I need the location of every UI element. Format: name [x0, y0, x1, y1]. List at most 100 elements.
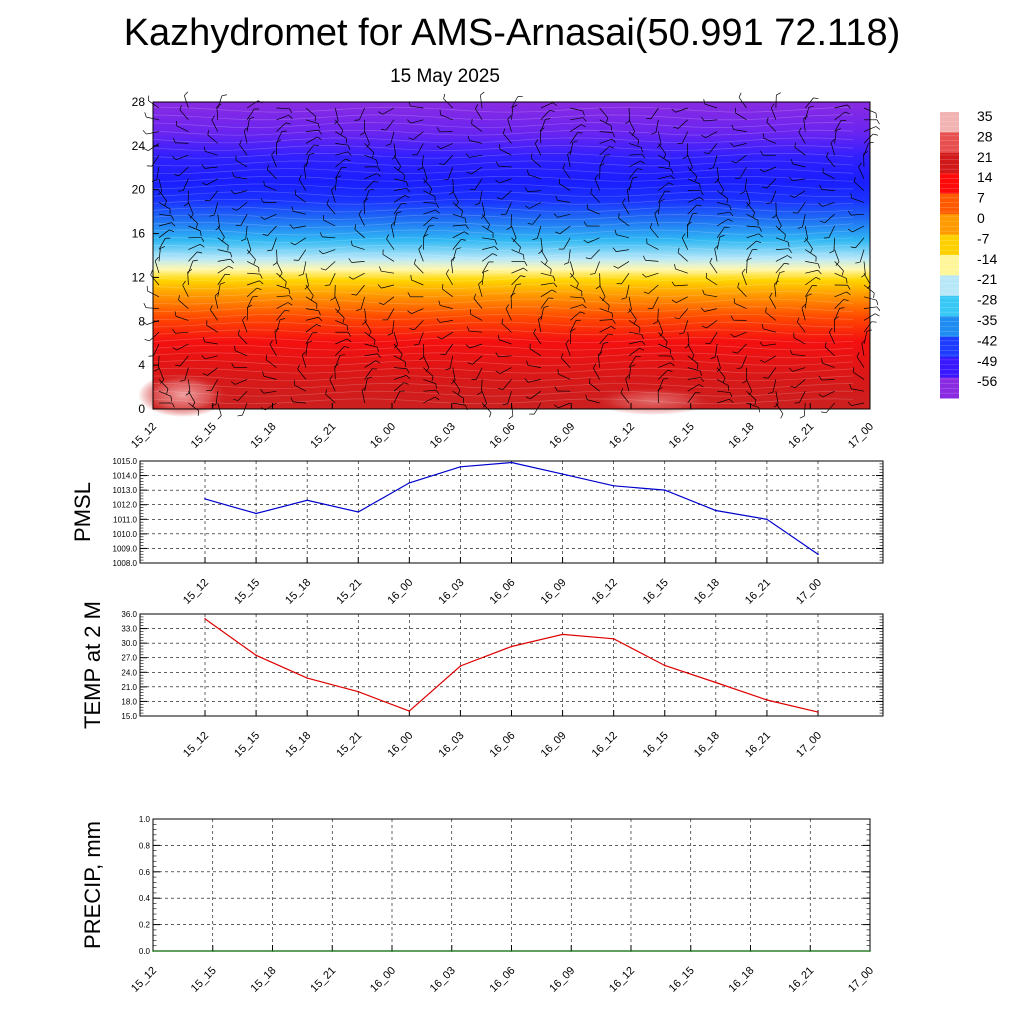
colorbar-swatch [940, 214, 959, 236]
wind-barb-feather [730, 315, 734, 321]
wind-barb-feather [846, 291, 851, 296]
wind-barb-feather [192, 402, 196, 407]
wind-barb [334, 167, 342, 179]
wind-barb-feather [201, 164, 206, 169]
wind-barb [821, 189, 835, 191]
wind-barb [481, 272, 485, 286]
isotherm-line [152, 329, 854, 336]
wind-barb-feather [438, 163, 444, 166]
wind-barb [540, 119, 546, 132]
isotherm-line [152, 198, 854, 205]
wind-barb [382, 254, 395, 262]
wind-barb-feather [701, 134, 706, 138]
wind-barb-feather [523, 267, 528, 272]
isotherm-line [152, 298, 854, 305]
wind-barb [179, 109, 189, 121]
wind-barb-feather [406, 368, 410, 374]
isotherm-line [152, 306, 854, 313]
wind-barb [393, 382, 405, 392]
wind-barb [334, 346, 345, 357]
wind-barb [735, 112, 747, 121]
wind-barb [176, 154, 189, 160]
wind-barb [570, 107, 583, 112]
wind-barb [482, 237, 496, 241]
wind-barb-feather [821, 358, 823, 364]
wind-barb-feather [374, 339, 376, 346]
wind-barb-feather [562, 163, 566, 169]
wind-barb [587, 208, 600, 215]
wind-barb-feather [642, 255, 646, 261]
wind-barb-feather [688, 167, 693, 172]
y-tick-label: 0.6 [139, 868, 151, 877]
wind-barb-feather [771, 215, 777, 219]
colorbar-swatch [940, 316, 959, 338]
wind-barb [540, 282, 554, 286]
wind-barb [746, 249, 753, 262]
wind-barb [158, 190, 167, 202]
wind-barb-feather [821, 411, 827, 414]
wind-barb [746, 190, 751, 204]
wind-barb [501, 190, 512, 200]
wind-barb-feather [432, 216, 438, 220]
wind-barb-feather [211, 115, 215, 121]
wind-barb-feather [303, 162, 309, 167]
wind-barb-feather [748, 391, 753, 396]
colorbar-label: -42 [977, 332, 997, 348]
wind-barb-feather [609, 146, 615, 149]
wind-barb-feather [819, 220, 825, 224]
wind-barb-feather [565, 339, 570, 344]
wind-barb [364, 154, 377, 161]
wind-barb-feather [769, 292, 773, 298]
y-tick-label: 1010.0 [113, 530, 138, 539]
wind-barb-feather [671, 108, 676, 113]
wind-barb [855, 237, 865, 248]
wind-barb-feather [431, 376, 434, 382]
wind-barb-feather [298, 174, 302, 180]
wind-barb-feather [630, 364, 636, 367]
wind-barb [411, 279, 424, 286]
colorbar-swatch [940, 193, 959, 215]
wind-barb [538, 319, 542, 333]
wind-barb-feather [512, 104, 518, 108]
wind-barb [658, 175, 672, 180]
wind-barb [792, 178, 806, 182]
wind-barb [210, 379, 219, 391]
wind-barb-feather [342, 317, 345, 323]
wind-barb-feather [526, 360, 529, 366]
wind-barb [708, 143, 718, 154]
wind-barb [217, 274, 226, 286]
wind-barb [599, 138, 613, 144]
wind-barb [558, 402, 571, 409]
wind-barb [594, 261, 600, 274]
y-tick-label: 18.0 [121, 697, 137, 706]
wind-barb-feather [538, 250, 543, 254]
wind-barb [235, 379, 248, 385]
x-tick-label: 16_15 [667, 965, 697, 995]
wind-barb-feather [544, 260, 548, 266]
wind-barb [803, 118, 806, 132]
wind-barb [297, 369, 307, 380]
wind-barb [383, 296, 395, 305]
wind-barb [628, 107, 631, 122]
isotherm-line [152, 191, 854, 197]
wind-barb [364, 143, 375, 153]
wind-barb-feather [698, 384, 704, 388]
wind-barb-feather [703, 152, 709, 154]
wind-barb [675, 107, 688, 113]
wind-barb-feather [699, 197, 704, 201]
wind-barb [381, 270, 395, 274]
wind-barb [775, 214, 782, 227]
wind-barb [706, 277, 718, 286]
wind-barb [536, 225, 542, 239]
wind-barb-feather [234, 345, 236, 351]
wind-barb-feather [153, 368, 159, 372]
wind-barb-feather [483, 403, 487, 408]
wind-barb [363, 201, 365, 215]
wind-barb-feather [641, 153, 646, 159]
wind-barb [507, 391, 512, 404]
wind-barb [364, 180, 374, 191]
wind-barb [775, 237, 789, 243]
colorbar-label: 0 [977, 210, 985, 226]
data-point [570, 950, 573, 952]
wind-barb [539, 130, 542, 144]
